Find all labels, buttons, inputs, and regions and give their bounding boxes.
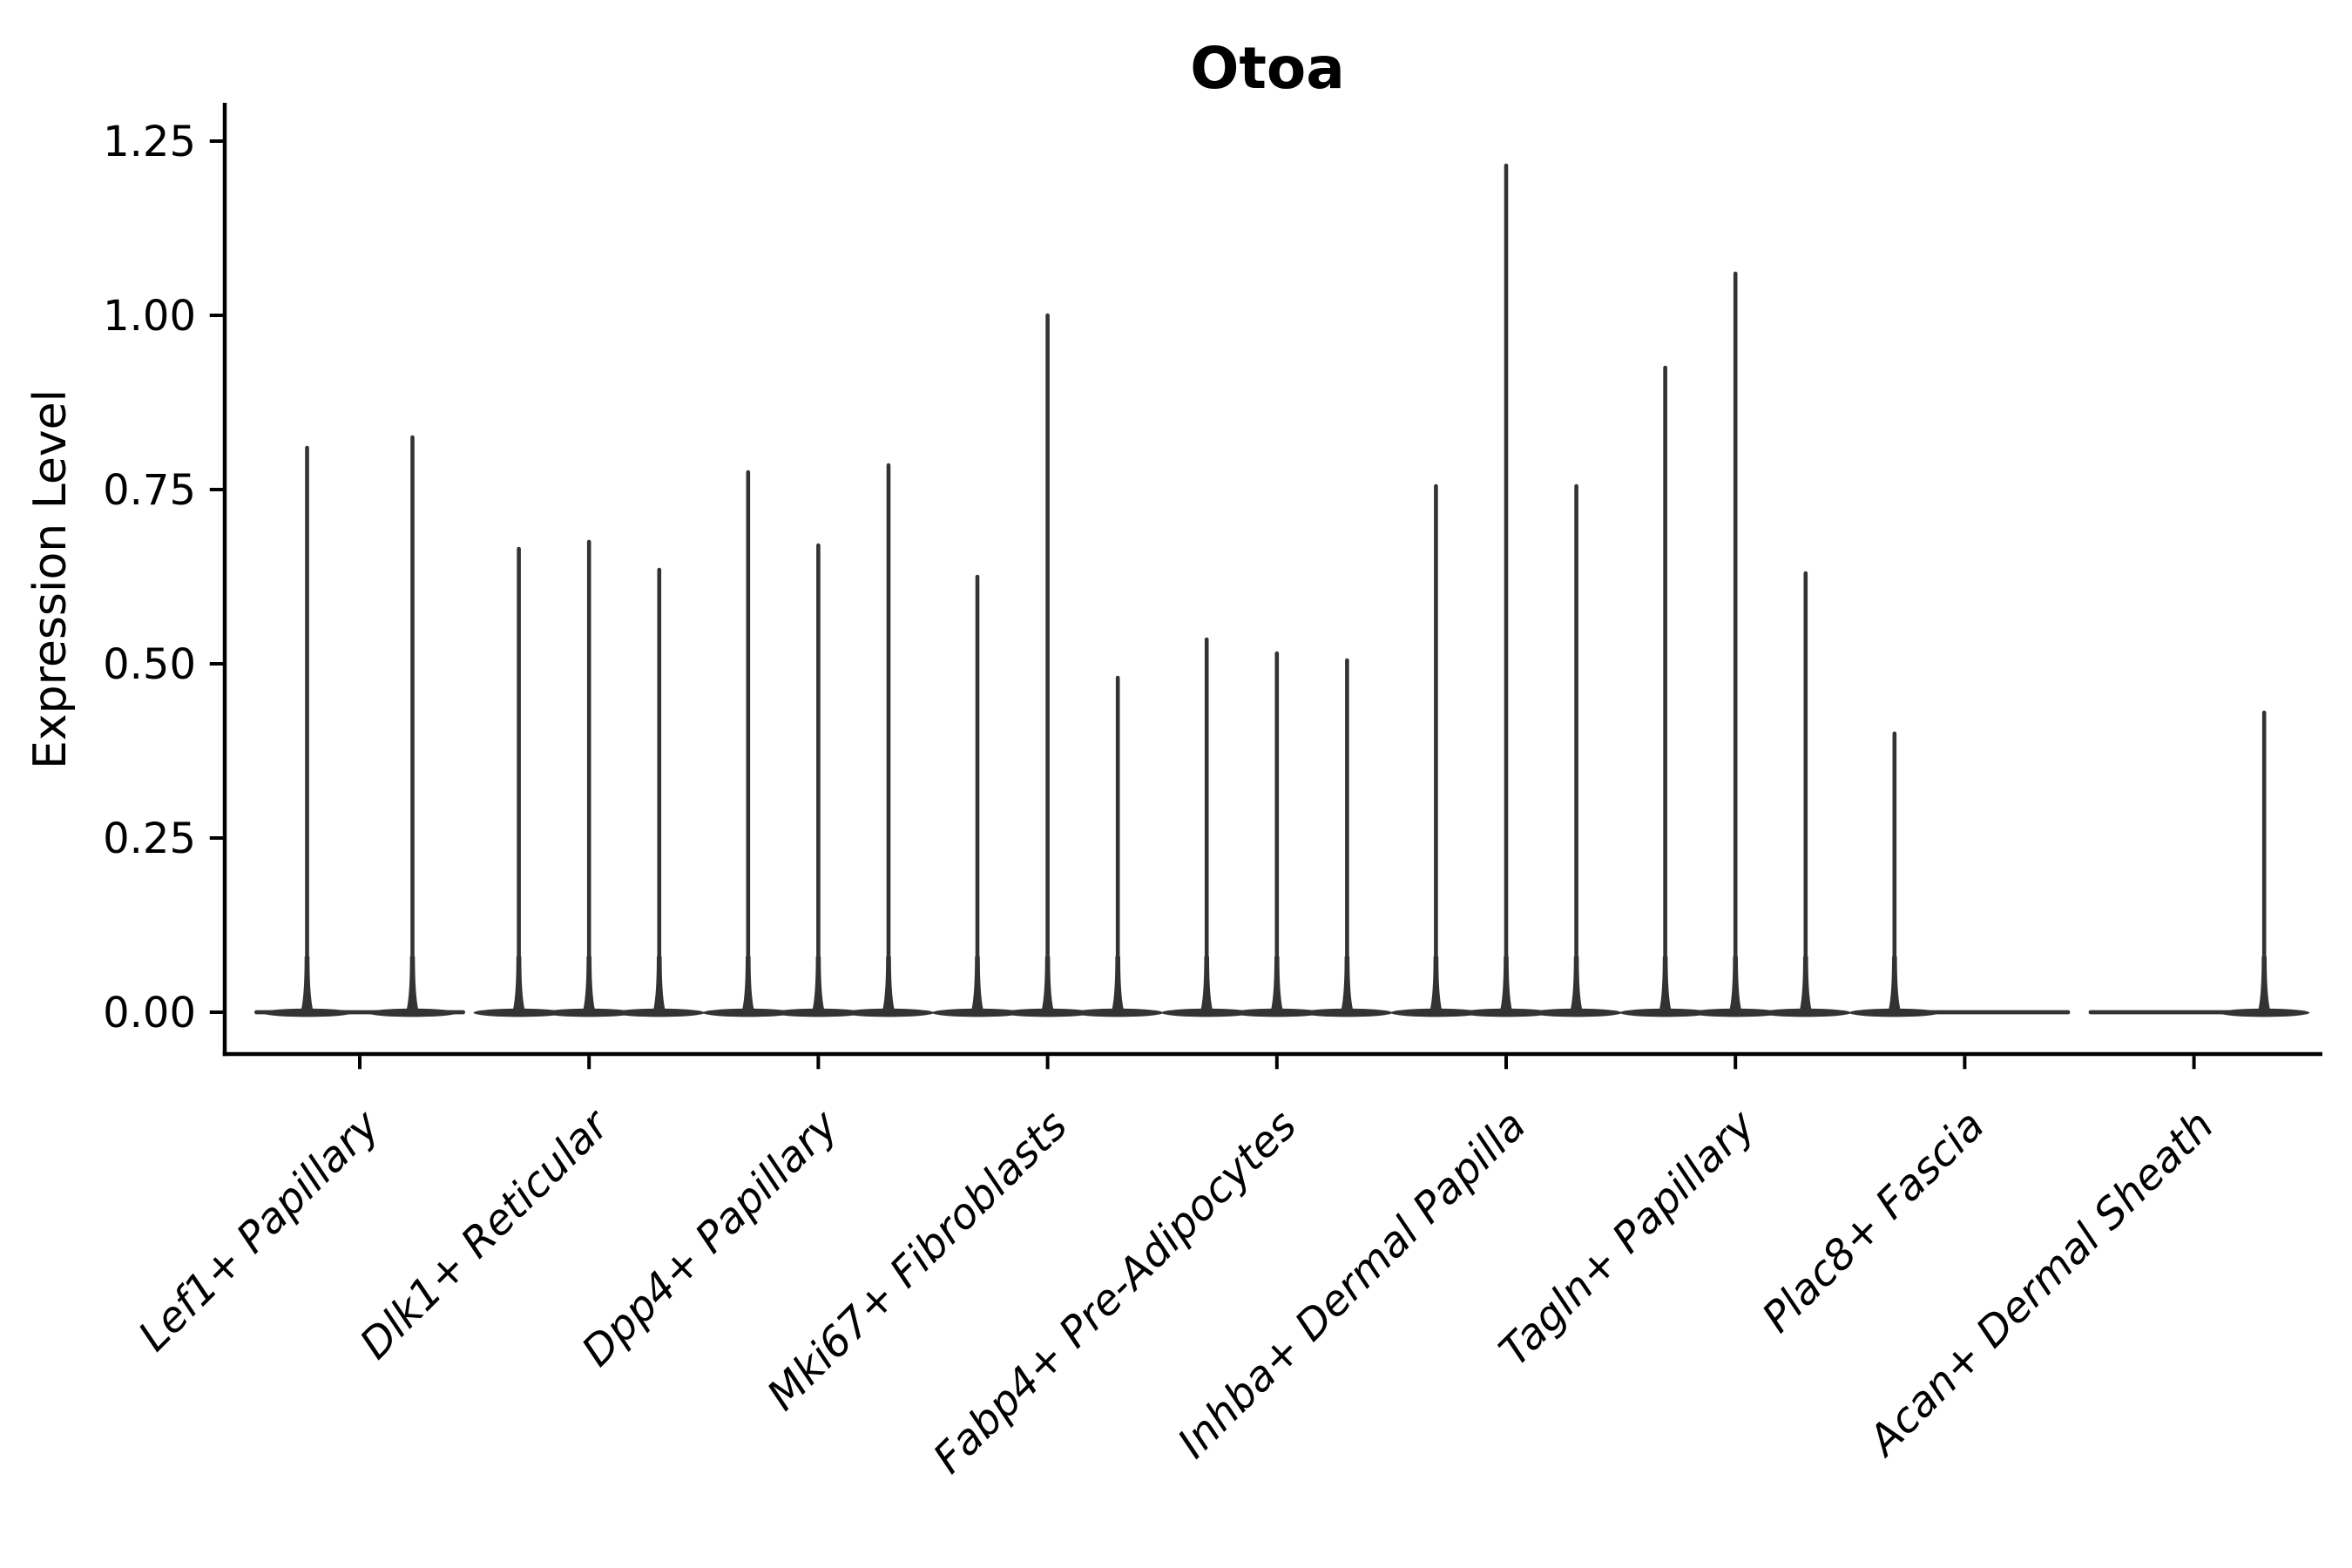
x-tick-label: Fabp4+ Pre-Adipocytes <box>924 1101 1307 1484</box>
x-tick-label: Plac8+ Fascia <box>1753 1101 1994 1342</box>
y-tick-label: 1.25 <box>103 118 196 166</box>
x-tick-label: Dlk1+ Reticular <box>350 1099 620 1369</box>
y-tick-label: 0.75 <box>103 466 196 515</box>
x-tick-label: Dpp4+ Papillary <box>572 1100 848 1375</box>
x-tick-label: Tagln+ Papillary <box>1490 1100 1765 1375</box>
plot-title: Otoa <box>1190 35 1345 102</box>
y-tick-label: 0.00 <box>103 989 196 1037</box>
y-tick-label: 0.25 <box>103 814 196 863</box>
y-tick-label: 0.50 <box>103 640 196 689</box>
x-tick-label: Lef1+ Papillary <box>129 1100 389 1361</box>
y-axis-label: Expression Level <box>24 389 77 769</box>
y-tick-label: 1.00 <box>103 292 196 341</box>
